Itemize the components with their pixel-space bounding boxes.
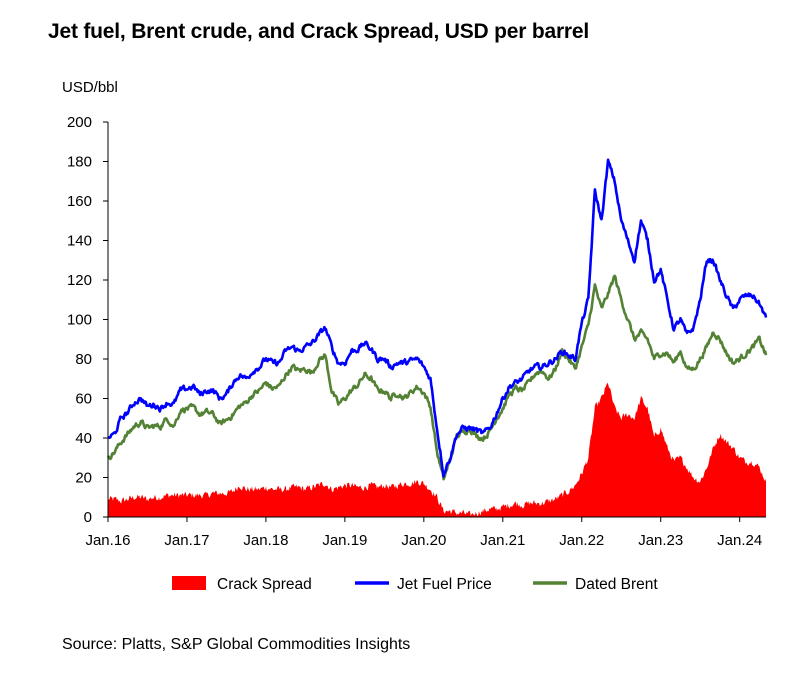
- y-tick-label: 200: [67, 114, 92, 131]
- y-tick-label: 20: [75, 470, 92, 487]
- y-tick-label: 40: [75, 430, 92, 447]
- y-tick-label: 60: [75, 391, 92, 408]
- jet-fuel-price-line: [107, 158, 768, 478]
- x-tick-label: Jan.18: [243, 532, 288, 549]
- y-tick-label: 180: [67, 154, 92, 171]
- y-tick-label: 160: [67, 193, 92, 210]
- x-tick-label: Jan.21: [480, 532, 525, 549]
- x-tick-label: Jan.16: [85, 532, 130, 549]
- x-tick-label: Jan.19: [322, 532, 367, 549]
- legend-label-dated-brent: Dated Brent: [575, 576, 658, 593]
- y-axis-label: USD/bbl: [62, 79, 118, 96]
- chart-title: Jet fuel, Brent crude, and Crack Spread,…: [48, 20, 590, 43]
- x-tick-label: Jan.17: [164, 532, 209, 549]
- y-tick-label: 80: [75, 351, 92, 368]
- source-note: Source: Platts, S&P Global Commodities I…: [62, 636, 411, 653]
- x-tick-label: Jan.24: [717, 532, 762, 549]
- price-lines-group: [106, 158, 768, 481]
- legend-label-jet-fuel: Jet Fuel Price: [397, 576, 492, 593]
- legend-swatch-crack-spread: [172, 576, 206, 590]
- y-tick-label: 120: [67, 272, 92, 289]
- x-tick-label: Jan.23: [638, 532, 683, 549]
- legend: Crack Spread Jet Fuel Price Dated Brent: [172, 576, 658, 593]
- x-ticks-group: Jan.16 Jan.17 Jan.18 Jan.19 Jan.20 Jan.21 Jan.…: [85, 517, 762, 549]
- legend-label-crack-spread: Crack Spread: [217, 576, 312, 593]
- y-tick-label: 100: [67, 312, 92, 329]
- crack-spread-area: [108, 382, 766, 517]
- dated-brent-line: [106, 274, 768, 481]
- crack-spread-area-group: [108, 382, 766, 517]
- x-tick-label: Jan.20: [401, 532, 446, 549]
- y-tick-label: 140: [67, 233, 92, 250]
- y-tick-label: 0: [84, 509, 92, 526]
- y-ticks-group: 0 20 40 60 80 100 120 140 160 180 200: [67, 114, 108, 526]
- x-tick-label: Jan.22: [559, 532, 604, 549]
